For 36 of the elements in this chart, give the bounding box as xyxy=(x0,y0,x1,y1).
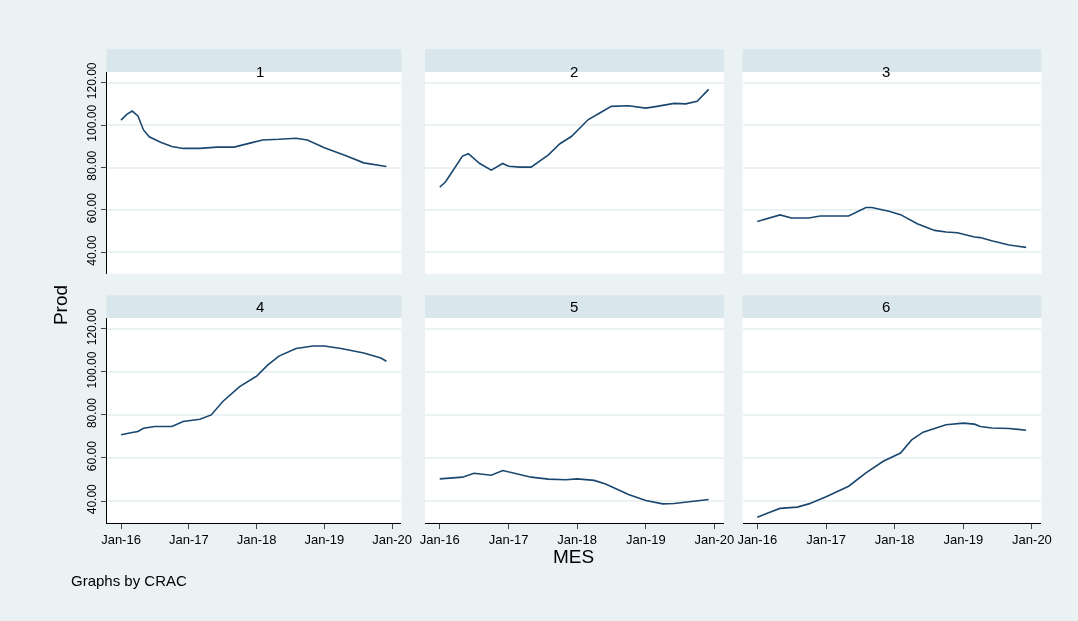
y-tick-label: 100.00 xyxy=(84,104,99,142)
chart-title: 6 xyxy=(882,298,891,315)
x-tick-label: Jan-16 xyxy=(737,532,778,548)
y-axis-title: Prod xyxy=(49,284,71,326)
text: Graphs by CRAC xyxy=(71,572,188,589)
y-tick-label: 120.00 xyxy=(84,62,99,100)
y-tick-label: 120.00 xyxy=(84,308,99,346)
x-tick-label: Jan-18 xyxy=(557,532,598,548)
y-tick-label: 80.00 xyxy=(84,397,99,429)
y-tick-label: 40.00 xyxy=(84,483,99,515)
line-series xyxy=(120,345,388,436)
x-tick-label: Jan-16 xyxy=(101,532,141,548)
x-tick-label: Jan-18 xyxy=(236,532,277,548)
x-tick-label: Jan-20 xyxy=(1012,532,1052,548)
chart-title: 2 xyxy=(570,63,579,80)
y-tick-label: 40.00 xyxy=(84,235,99,266)
chart-title: 1 xyxy=(256,63,265,80)
chart-title: 4 xyxy=(256,298,265,315)
x-axis-title: MES xyxy=(553,546,595,567)
x-tick-label: Jan-17 xyxy=(806,532,846,548)
x-tick-label: Jan-17 xyxy=(169,532,209,548)
chart-title: 3 xyxy=(882,63,891,80)
y-tick-label: 100.00 xyxy=(84,351,99,389)
x-tick-label: Jan-19 xyxy=(304,532,345,548)
x-tick-label: Jan-16 xyxy=(419,532,460,548)
chart-title: 5 xyxy=(570,298,579,315)
x-tick-label: Jan-20 xyxy=(694,532,735,548)
y-tick-label: 60.00 xyxy=(84,192,99,224)
x-tick-label: Jan-19 xyxy=(625,532,666,548)
x-tick-label: Jan-17 xyxy=(488,532,529,548)
y-tick-label: 60.00 xyxy=(84,440,99,472)
x-tick-label: Jan-18 xyxy=(874,532,915,548)
x-tick-label: Jan-19 xyxy=(943,532,984,548)
line-series xyxy=(120,110,388,168)
y-tick-label: 80.00 xyxy=(84,150,99,181)
x-tick-label: Jan-20 xyxy=(372,532,412,548)
